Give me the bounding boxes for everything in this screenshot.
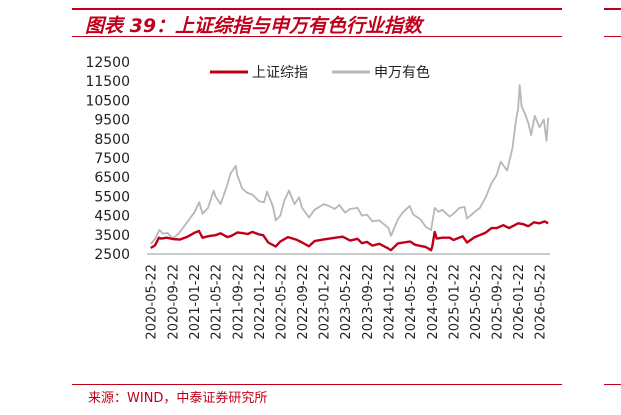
y-tick-label: 11500 — [85, 74, 130, 90]
y-tick-label: 12500 — [85, 55, 130, 71]
x-tick-label: 2024-09-22 — [426, 264, 441, 340]
x-tick-label: 2021-01-22 — [188, 264, 203, 340]
x-tick-label: 2022-09-22 — [296, 264, 311, 340]
top-rule — [72, 8, 562, 10]
x-tick-label: 2026-05-22 — [534, 264, 549, 340]
y-tick-label: 10500 — [85, 93, 130, 109]
title-rule — [72, 36, 562, 37]
x-tick-label: 2024-01-22 — [383, 264, 398, 340]
side-rule-bottom — [604, 384, 621, 385]
x-tick-label: 2023-01-22 — [318, 264, 333, 340]
side-rule-top — [604, 8, 621, 10]
series-line-sw-nonferrous — [150, 84, 550, 245]
x-tick-label: 2025-09-22 — [491, 264, 506, 340]
y-tick-label: 5500 — [94, 189, 130, 205]
y-tick-label: 9500 — [94, 113, 130, 129]
figure-title: 图表 39：上证综指与申万有色行业指数 — [85, 15, 423, 37]
x-tick-label: 2021-05-22 — [209, 264, 224, 340]
x-tick-label: 2022-01-22 — [253, 264, 268, 340]
x-tick-label: 2023-09-22 — [361, 264, 376, 340]
x-tick-label: 2024-05-22 — [404, 264, 419, 340]
y-tick-label: 4500 — [94, 209, 130, 225]
legend-label: 上证综指 — [252, 65, 308, 81]
x-tick-label: 2026-01-22 — [512, 264, 527, 340]
y-tick-label: 6500 — [94, 170, 130, 186]
x-tick-label: 2022-05-22 — [274, 264, 289, 340]
series-line-shanghai-composite — [150, 220, 549, 252]
y-tick-label: 7500 — [94, 151, 130, 167]
side-rule-mid — [604, 36, 621, 37]
x-tick-label: 2023-05-22 — [339, 264, 354, 340]
y-tick-label: 3500 — [94, 228, 130, 244]
x-tick-label: 2025-01-22 — [447, 264, 462, 340]
x-tick-label: 2025-05-22 — [469, 264, 484, 340]
x-tick-label: 2020-05-22 — [145, 264, 160, 340]
source-note: 来源：WIND，中泰证券研究所 — [88, 391, 268, 406]
bottom-rule — [72, 384, 562, 385]
x-tick-label: 2021-09-22 — [231, 264, 246, 340]
y-tick-label: 8500 — [94, 132, 130, 148]
x-tick-label: 2020-09-22 — [167, 264, 182, 340]
legend-label: 申万有色 — [374, 64, 430, 81]
y-tick-label: 2500 — [94, 247, 130, 263]
